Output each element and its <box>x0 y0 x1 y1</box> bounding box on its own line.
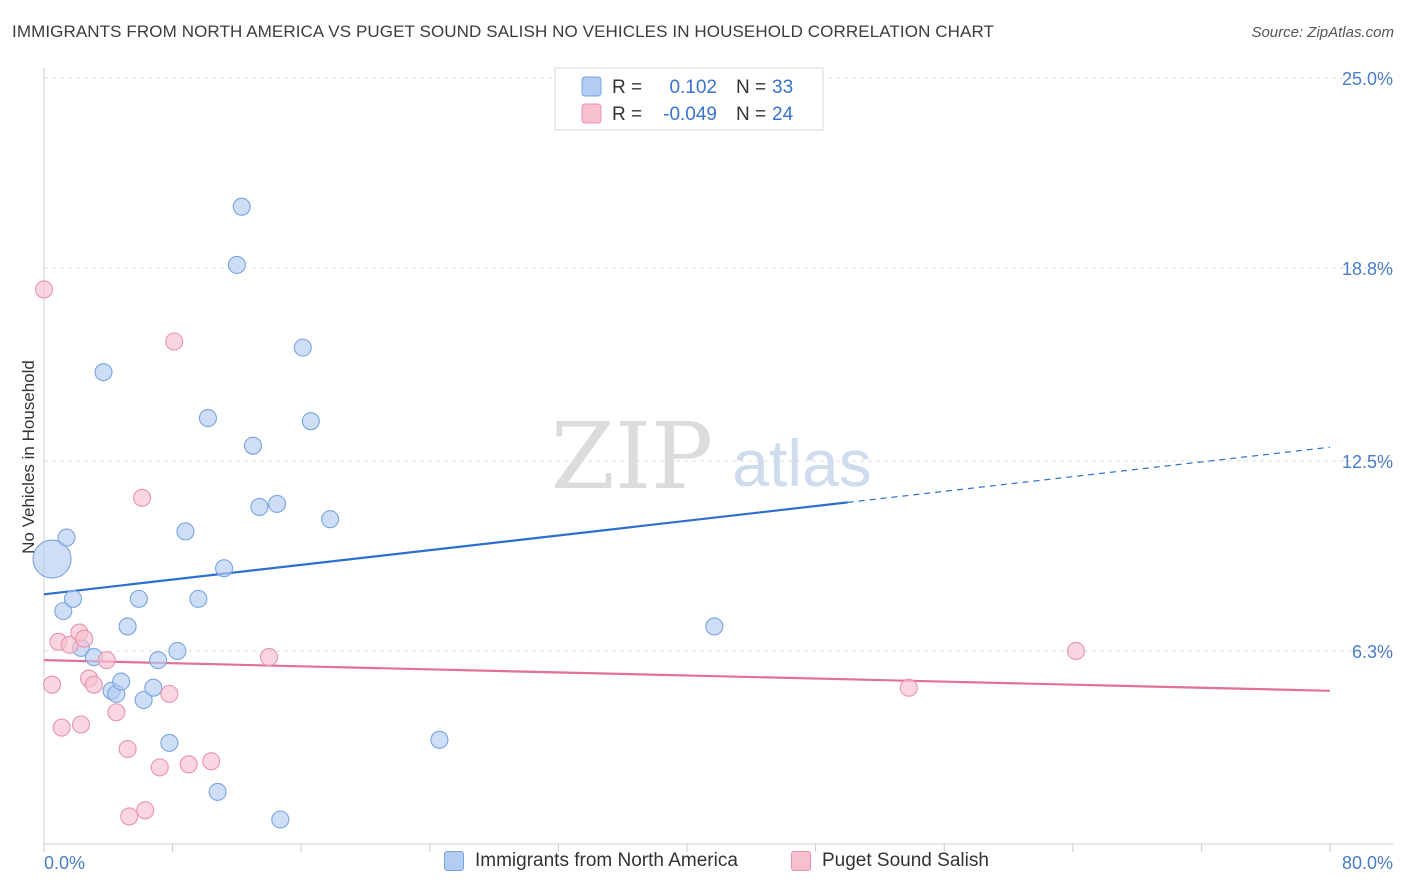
blue-data-point <box>176 522 195 541</box>
blue-data-point <box>168 641 187 661</box>
blue-data-point <box>63 589 82 608</box>
watermark-zip: ZIP <box>551 403 713 510</box>
blue-data-point <box>189 589 208 608</box>
blue-data-point <box>271 810 290 829</box>
blue-data-point <box>243 436 263 455</box>
legend-bottom: Immigrants from North America Puget Soun… <box>0 850 1406 878</box>
blue-data-point <box>268 494 287 513</box>
blue-data-point <box>118 617 137 636</box>
pink-data-point <box>259 648 279 667</box>
pink-data-point <box>52 718 71 737</box>
pink-data-point <box>160 684 179 703</box>
legend-blue-n-value: 33 <box>772 77 793 98</box>
blue-data-point <box>57 528 76 547</box>
y-tick-label: 12.5% <box>1342 452 1393 472</box>
legend-swatch-blue <box>444 851 464 871</box>
pink-data-point <box>118 739 137 759</box>
y-axis-title: No Vehicles in Household <box>19 360 38 554</box>
legend-item-immigrants: Immigrants from North America <box>444 850 738 872</box>
blue-trend-line-extension <box>847 446 1331 503</box>
blue-data-point <box>54 602 73 621</box>
legend-pink-r-label: R = <box>612 104 642 125</box>
y-tick-label: 25.0% <box>1342 69 1393 89</box>
legend-label-immigrants: Immigrants from North America <box>475 850 738 871</box>
blue-data-point <box>94 363 113 382</box>
pink-data-point <box>133 488 152 507</box>
pink-data-point <box>120 807 139 826</box>
legend-blue-r-label: R = <box>612 77 642 98</box>
blue-data-point <box>134 690 153 710</box>
legend-blue-n-label: N = <box>736 77 766 98</box>
legend-label-salish: Puget Sound Salish <box>822 850 989 871</box>
trend-lines <box>43 446 1331 692</box>
pink-data-point <box>42 675 62 694</box>
pink-data-point <box>71 715 91 734</box>
y-tick-label: 18.8% <box>1342 259 1393 279</box>
legend-pink-n-label: N = <box>736 104 766 125</box>
pink-data-point <box>179 755 198 774</box>
legend-swatch-pink <box>791 851 811 871</box>
pink-data-point <box>97 651 116 670</box>
blue-data-point <box>250 497 269 517</box>
blue-data-point <box>214 559 234 578</box>
blue-data-point <box>208 782 227 801</box>
x-tick-label-min: 0.0% <box>44 853 85 873</box>
legend-pink-r-value: -0.049 <box>663 104 717 125</box>
pink-trend-line <box>43 659 1331 692</box>
blue-data-point <box>227 255 246 274</box>
pink-data-point <box>75 629 94 648</box>
blue-data-point <box>112 672 131 691</box>
legend-top: R = 0.102 N = 33 R = -0.049 N = 24 <box>554 67 824 131</box>
axes: 6.3% 12.5% 18.8% 25.0% <box>43 68 1393 852</box>
blue-data-point <box>293 338 312 357</box>
pink-data-point <box>34 280 54 299</box>
legend-blue-r-value: 0.102 <box>669 77 717 98</box>
pink-data-point <box>107 703 126 722</box>
pink-data-point <box>899 678 918 697</box>
legend-item-salish: Puget Sound Salish <box>791 850 989 872</box>
blue-data-point <box>321 510 340 529</box>
legend-pink-n-value: 24 <box>772 104 794 125</box>
blue-data-point <box>32 539 72 579</box>
chart-title: IMMIGRANTS FROM NORTH AMERICA VS PUGET S… <box>12 22 995 41</box>
blue-data-point <box>149 651 168 670</box>
pink-data-point <box>1066 641 1086 661</box>
blue-data-point <box>160 733 179 752</box>
blue-data-point <box>301 412 320 431</box>
blue-data-point <box>198 409 218 428</box>
blue-data-point <box>129 589 148 608</box>
source-credit: Source: ZipAtlas.com <box>1251 24 1394 41</box>
data-points <box>32 197 1086 829</box>
legend-blue-swatch <box>581 76 602 97</box>
pink-data-point <box>84 675 103 694</box>
pink-data-point <box>202 752 221 771</box>
blue-data-point <box>232 197 251 216</box>
blue-trend-line <box>43 501 848 596</box>
gridlines <box>44 77 1393 652</box>
blue-data-point <box>705 617 724 636</box>
x-tick-label-max: 80.0% <box>1342 853 1393 873</box>
pink-data-point <box>150 758 169 777</box>
watermark: ZIP atlas <box>551 403 872 510</box>
y-tick-label: 6.3% <box>1352 642 1393 662</box>
pink-data-point <box>136 801 155 820</box>
pink-data-point <box>165 332 184 351</box>
blue-data-point <box>144 678 163 697</box>
watermark-atlas: atlas <box>732 426 871 500</box>
legend-pink-swatch <box>581 103 602 124</box>
blue-data-point <box>430 730 449 749</box>
